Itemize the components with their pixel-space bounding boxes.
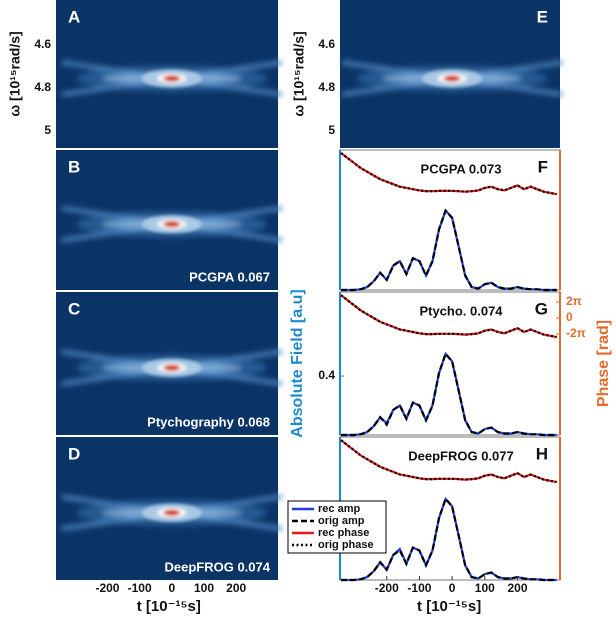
score-label: PCGPA 0.067 [189, 269, 270, 284]
x-axis-label: t [10⁻¹⁵s] [417, 598, 481, 615]
x-axis-label: t [10⁻¹⁵s] [137, 598, 201, 615]
y-axis-label: Absolute Field [a.u] [289, 289, 306, 437]
panel-label: A [68, 7, 80, 26]
series-line [340, 439, 557, 484]
y-tick-label: 4.8 [318, 80, 335, 94]
legend-label: orig amp [318, 515, 365, 527]
y-axis-label: ω [10¹⁵rad/s] [291, 31, 307, 116]
score-label: DeepFROG 0.077 [408, 448, 514, 463]
y-tick-label: 5 [44, 123, 51, 137]
heatmap-core [141, 358, 202, 377]
y-tick-label: 4.8 [34, 80, 51, 94]
heatmap-core [141, 503, 202, 522]
core-peak [163, 509, 180, 516]
y-tick-label: 0.4 [318, 368, 335, 382]
series-line [341, 208, 557, 292]
y-tick-label: 4.6 [318, 37, 335, 51]
plot-area [339, 149, 561, 291]
score-label: Ptychography 0.068 [147, 414, 270, 429]
x-tick-label: 200 [507, 581, 527, 595]
core-peak [163, 364, 180, 371]
panel-label: B [68, 157, 80, 176]
legend-label: rec phase [318, 527, 369, 539]
heatmap-core [141, 215, 202, 234]
y2-tick-label: 0 [566, 310, 573, 324]
y2-tick-label: 2π [566, 294, 582, 308]
x-tick-label: -200 [375, 581, 399, 595]
plot-area [339, 291, 561, 436]
x-tick-label: -100 [128, 581, 152, 595]
x-tick-label: 0 [449, 581, 456, 595]
y2-axis-label: Phase [rad] [595, 320, 612, 407]
x-tick-label: -100 [407, 581, 431, 595]
core-peak [163, 75, 180, 82]
score-label: Ptycho. 0.074 [419, 303, 503, 318]
y-axis-label: ω [10¹⁵rad/s] [7, 31, 23, 116]
core-peak [444, 75, 461, 82]
score-label: DeepFROG 0.074 [165, 559, 271, 574]
legend-label: rec amp [318, 503, 360, 515]
heatmap-core [422, 69, 483, 88]
panel-label: G [535, 299, 548, 318]
x-tick-label: 200 [226, 581, 246, 595]
y2-tick-label: -2π [566, 326, 586, 340]
panel-label: H [536, 444, 548, 463]
panel-label: C [68, 299, 80, 318]
panel-label: E [537, 7, 548, 26]
series-line [340, 294, 557, 339]
y-tick-label: 4.6 [34, 37, 51, 51]
heatmap-core [141, 69, 202, 88]
series-line [341, 496, 557, 582]
series-line [341, 351, 557, 437]
x-tick-label: 0 [168, 581, 175, 595]
panel-label: D [68, 444, 80, 463]
x-tick-label: 100 [475, 581, 495, 595]
y-tick-label: 5 [328, 123, 335, 137]
score-label: PCGPA 0.073 [421, 161, 502, 176]
series-line [340, 152, 557, 196]
panel-label: F [538, 157, 548, 176]
core-peak [163, 221, 180, 228]
x-tick-label: 100 [194, 581, 214, 595]
x-tick-label: -200 [95, 581, 119, 595]
legend-label: orig phase [318, 539, 374, 551]
